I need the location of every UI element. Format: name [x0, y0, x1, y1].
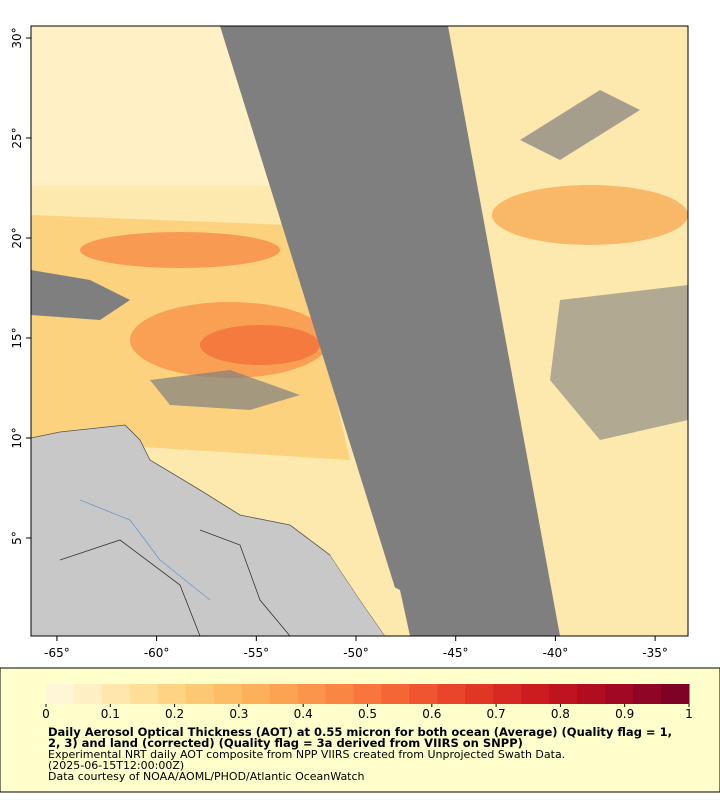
cloud: [150, 370, 300, 410]
colorbar-tick-label: 0.8: [551, 707, 570, 721]
colorbar-swatch: [73, 684, 103, 704]
colorbar-swatch: [325, 684, 355, 704]
y-tick-label: 10°: [10, 427, 24, 448]
colorbar-tick-label: 0.1: [101, 707, 120, 721]
border: [199, 529, 291, 637]
colorbar-swatch: [577, 684, 606, 704]
river: [79, 499, 211, 601]
colorbar-swatch: [269, 684, 299, 704]
colorbar-tick-label: 0.2: [165, 707, 184, 721]
colorbar-swatch: [465, 684, 494, 704]
y-tick-label: 5°: [10, 531, 24, 545]
y-tick-label: 25°: [10, 127, 24, 148]
colorbar-swatch: [549, 684, 578, 704]
colorbar-swatch: [129, 684, 159, 704]
no-data-swath: [220, 26, 560, 636]
y-tick-label: 15°: [10, 327, 24, 348]
colorbar-tick-label: 1: [685, 707, 693, 721]
colorbar-swatch: [213, 684, 243, 704]
colorbar-tick-label: 0.4: [294, 707, 313, 721]
coastal-water: [330, 555, 410, 636]
colorbar-swatch: [521, 684, 550, 704]
colorbar-swatch: [493, 684, 522, 704]
colorbar-swatch: [661, 684, 690, 704]
cloud: [550, 285, 688, 440]
colorbar-swatch: [185, 684, 215, 704]
colorbar-swatch: [353, 684, 382, 704]
legend-title: 2, 3) and land (corrected) (Quality flag…: [48, 736, 523, 750]
x-tick-label: -35°: [642, 646, 668, 660]
aerosol-plume: [200, 325, 320, 365]
colorbar-tick-label: 0.9: [615, 707, 634, 721]
y-tick-label: 30°: [10, 27, 24, 48]
colorbar-swatch: [437, 684, 466, 704]
colorbar-swatch: [605, 684, 634, 704]
map-frame: [30, 25, 689, 637]
colorbar-tick-label: 0.3: [229, 707, 248, 721]
y-tick-label: 20°: [10, 227, 24, 248]
x-tick-label: -50°: [343, 646, 369, 660]
legend-line: Experimental NRT daily AOT composite fro…: [48, 748, 565, 761]
colorbar-swatch: [241, 684, 271, 704]
axes: -65° -60° -55° -50° -45° -40° -35° 5° 10° 15° 20° 2…: [10, 27, 668, 660]
x-tick-label: -55°: [244, 646, 270, 660]
x-tick-label: -45°: [443, 646, 469, 660]
colorbar-tick-label: 0: [42, 707, 50, 721]
colorbar-swatch: [409, 684, 438, 704]
colorbar-tick-label: 0.6: [422, 707, 441, 721]
colorbar-swatch: [157, 684, 187, 704]
aerosol-plume: [492, 185, 688, 245]
cloud: [31, 270, 130, 320]
cloud: [520, 90, 640, 160]
colorbar: 0 0.1 0.2 0.3 0.4 0.5 0.6 0.7 0.8 0.9 1: [42, 684, 693, 721]
aerosol-plume: [80, 232, 280, 268]
map: [30, 25, 689, 637]
colorbar-tick-label: 0.7: [487, 707, 506, 721]
colorbar-swatch: [633, 684, 662, 704]
colorbar-swatch: [297, 684, 327, 704]
x-tick-label: -60°: [144, 646, 170, 660]
legend-line: Data courtesy of NOAA/AOML/PHOD/Atlantic…: [48, 770, 365, 783]
x-tick-label: -65°: [44, 646, 70, 660]
border: [59, 539, 201, 637]
legend-line: (2025-06-15T12:00:00Z): [48, 759, 184, 772]
legend-title: Daily Aerosol Optical Thickness (AOT) at…: [48, 725, 672, 739]
colorbar-swatch: [381, 684, 410, 704]
x-tick-label: -40°: [543, 646, 569, 660]
colorbar-swatch: [46, 684, 75, 704]
colorbar-swatch: [101, 684, 131, 704]
colorbar-tick-label: 0.5: [358, 707, 377, 721]
